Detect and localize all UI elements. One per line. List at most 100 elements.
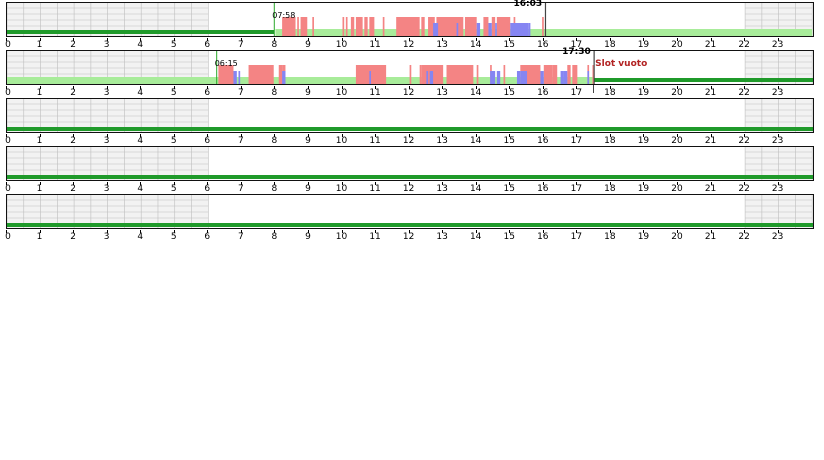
hour-label: 15 [503, 88, 515, 98]
hour-label: 6 [204, 88, 211, 98]
hour-tick [677, 86, 678, 89]
work-block [355, 17, 363, 36]
hour-tick [6, 230, 7, 233]
pause-block [563, 71, 568, 84]
hour-label: 4 [137, 184, 144, 194]
hour-label: 16 [537, 88, 549, 98]
hour-label: 5 [170, 40, 177, 50]
work-block [476, 65, 479, 84]
hour-tick [677, 230, 678, 233]
hour-label: 20 [671, 232, 683, 242]
hour-label: 21 [704, 184, 717, 194]
hour-tick [375, 86, 377, 89]
hour-label: 20 [671, 136, 683, 146]
hour-label: 2 [70, 40, 76, 50]
hour-label: 23 [771, 184, 784, 194]
hour-label: 16 [537, 40, 549, 50]
work-block [248, 65, 274, 84]
hour-tick [643, 182, 645, 185]
hour-tick [475, 86, 477, 89]
hour-label: 4 [137, 88, 144, 98]
hour-label: 21 [704, 88, 717, 98]
hour-label: 19 [637, 136, 650, 146]
hour-tick [744, 38, 746, 41]
pause-block [560, 71, 564, 84]
hour-label: 8 [271, 184, 278, 194]
hour-tick [609, 230, 611, 233]
hour-label: 14 [469, 40, 482, 50]
hour-tick [173, 86, 175, 89]
hour-tick [73, 86, 75, 89]
baseline-bar [7, 30, 275, 34]
hour-tick [643, 38, 645, 41]
hour-tick [475, 230, 477, 233]
lane-track-5[interactable] [6, 194, 814, 229]
hour-tick [240, 230, 242, 233]
hour-label: 8 [271, 40, 278, 50]
hour-tick [307, 86, 309, 89]
work-block [409, 65, 412, 84]
pause-block [282, 71, 286, 84]
hour-label: 21 [704, 136, 717, 146]
hour-tick [542, 86, 544, 89]
work-block [572, 65, 578, 84]
hour-label: 19 [637, 232, 650, 242]
pause-block [490, 71, 496, 84]
hour-label: 21 [704, 232, 717, 242]
baseline-bar [7, 175, 813, 179]
hour-tick [408, 86, 410, 89]
hour-tick [677, 182, 678, 185]
hour-label: 11 [369, 136, 381, 146]
hour-tick [744, 86, 746, 89]
hour-tick [576, 134, 578, 137]
hour-tick [6, 134, 7, 137]
hour-tick [173, 38, 175, 41]
hour-tick [307, 38, 309, 41]
hour-label: 17 [570, 232, 583, 242]
hour-axis-3: 0 1 2 3 4 5 6 7 8 9 10 11 12 13 14 15 16 17 18 19 20 21 22 23 [5, 134, 814, 146]
hour-tick [140, 230, 142, 233]
work-block [567, 65, 571, 84]
hour-tick [106, 86, 108, 89]
hour-tick [106, 230, 108, 233]
hour-tick [341, 38, 343, 41]
hour-label: 20 [671, 184, 683, 194]
hour-label: 11 [369, 232, 381, 242]
hour-tick [173, 182, 175, 185]
hour-tick [240, 86, 242, 89]
lane-chart-3 [7, 99, 813, 132]
hour-tick [307, 134, 309, 137]
hour-label: 2 [70, 136, 76, 146]
hour-tick [140, 38, 142, 41]
pause-block [369, 71, 372, 84]
pause-block [488, 23, 492, 36]
hour-label: 22 [738, 232, 750, 242]
hour-tick [39, 182, 41, 185]
lane-track-3[interactable] [6, 98, 814, 133]
lane-chart-2 [7, 51, 813, 84]
hour-tick [710, 230, 712, 233]
hour-label: 22 [738, 40, 750, 50]
hour-label: 5 [170, 88, 177, 98]
hour-label: 11 [369, 88, 381, 98]
work-block [503, 65, 506, 84]
hour-tick [240, 38, 242, 41]
work-block [345, 17, 348, 36]
hour-label: 8 [271, 136, 278, 146]
hour-label: 17 [570, 184, 583, 194]
hour-label: 8 [271, 88, 278, 98]
work-block [218, 65, 234, 84]
lane-track-2[interactable] [6, 50, 814, 85]
hour-tick [274, 86, 276, 89]
hour-label: 22 [738, 88, 750, 98]
hour-tick [777, 230, 779, 233]
hour-label: 4 [137, 232, 144, 242]
hour-tick [542, 230, 544, 233]
lane-track-4[interactable] [6, 146, 814, 181]
hour-label: 4 [137, 136, 144, 146]
lane-track-1[interactable] [6, 2, 814, 37]
empty-slot-label-2: Slot vuoto [595, 59, 648, 69]
pause-block [426, 71, 429, 84]
hour-tick [509, 230, 511, 233]
end-marker-tail [593, 85, 595, 93]
